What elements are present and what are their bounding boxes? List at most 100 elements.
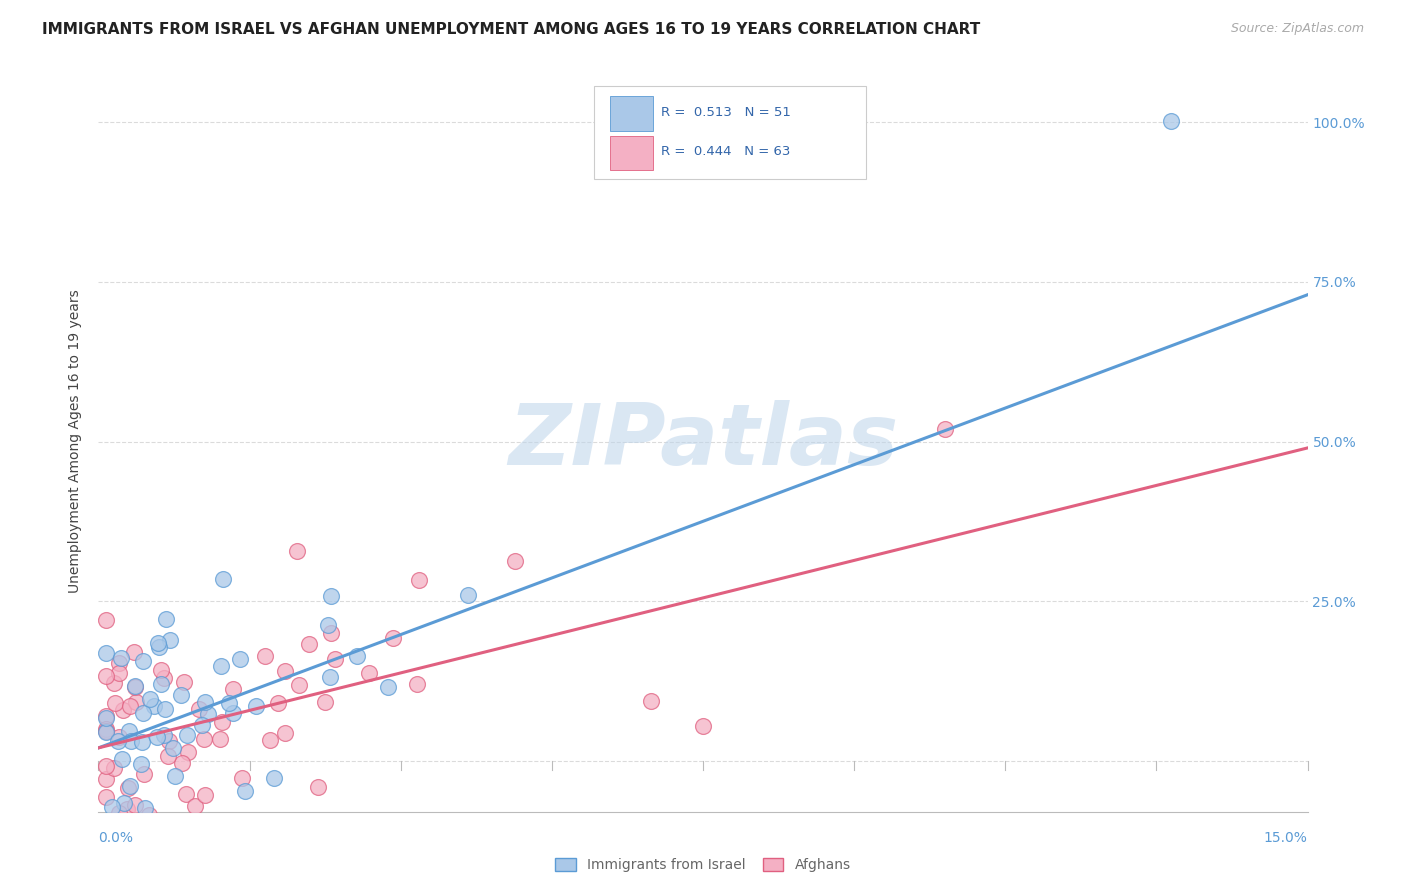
Point <box>323 652 346 666</box>
Point <box>316 618 339 632</box>
Point <box>245 698 267 713</box>
Text: IMMIGRANTS FROM ISRAEL VS AFGHAN UNEMPLOYMENT AMONG AGES 16 TO 19 YEARS CORRELAT: IMMIGRANTS FROM ISRAEL VS AFGHAN UNEMPLO… <box>42 22 980 37</box>
Point <box>288 678 311 692</box>
Point <box>96 790 118 805</box>
Point <box>96 709 118 723</box>
Point <box>287 544 309 558</box>
Point <box>692 718 714 732</box>
Point <box>155 612 177 626</box>
Point <box>138 807 160 822</box>
Point <box>96 614 118 628</box>
Point <box>218 696 240 710</box>
Point <box>165 769 187 783</box>
Point <box>107 731 129 745</box>
Point <box>156 749 179 764</box>
Point <box>169 688 191 702</box>
Point <box>176 787 198 801</box>
Point <box>111 752 134 766</box>
Point <box>132 654 155 668</box>
Point <box>314 695 336 709</box>
Text: ZIPatlas: ZIPatlas <box>508 400 898 483</box>
Point <box>162 741 184 756</box>
Point <box>222 682 245 697</box>
Point <box>153 672 176 686</box>
Text: R =  0.513   N = 51: R = 0.513 N = 51 <box>661 106 790 120</box>
Point <box>359 666 381 681</box>
Point <box>505 553 527 567</box>
Point <box>208 732 231 747</box>
Point <box>107 734 129 748</box>
FancyBboxPatch shape <box>595 87 866 178</box>
Point <box>139 691 162 706</box>
Point <box>159 632 181 647</box>
Point <box>382 632 405 646</box>
Point <box>132 767 155 781</box>
Point <box>122 645 145 659</box>
Point <box>346 649 368 664</box>
Point <box>640 694 662 708</box>
Point <box>145 822 167 837</box>
Point <box>96 646 118 660</box>
Point <box>184 798 207 813</box>
Point <box>105 823 128 838</box>
Point <box>101 799 124 814</box>
Point <box>143 699 166 714</box>
Text: 15.0%: 15.0% <box>1264 830 1308 845</box>
Point <box>110 651 132 665</box>
Point <box>96 711 118 725</box>
Point <box>112 796 135 810</box>
Point <box>194 695 217 709</box>
Point <box>115 802 138 816</box>
Point <box>145 730 167 744</box>
Point <box>319 670 342 684</box>
Point <box>267 696 290 710</box>
Point <box>406 677 429 691</box>
Point <box>194 789 217 803</box>
Text: 0.0%: 0.0% <box>98 830 134 845</box>
Point <box>229 652 252 666</box>
Point <box>112 704 135 718</box>
Point <box>131 735 153 749</box>
Point <box>103 675 125 690</box>
Point <box>233 784 256 798</box>
Point <box>188 702 211 716</box>
Point <box>150 677 173 691</box>
Point <box>155 702 177 716</box>
Point <box>108 656 131 670</box>
Point <box>118 724 141 739</box>
Point <box>259 732 281 747</box>
Point <box>157 734 180 748</box>
Point <box>211 573 233 587</box>
Point <box>118 698 141 713</box>
Point <box>125 695 148 709</box>
Point <box>319 626 342 640</box>
Point <box>117 780 139 795</box>
Point <box>173 675 195 690</box>
Point <box>193 732 215 747</box>
Point <box>148 640 170 654</box>
Point <box>231 771 253 785</box>
Point <box>150 664 173 678</box>
Point <box>221 706 243 720</box>
Point <box>129 757 152 772</box>
Point <box>108 665 131 680</box>
Point <box>124 679 146 693</box>
Point <box>103 761 125 775</box>
Point <box>263 772 285 786</box>
FancyBboxPatch shape <box>610 96 654 130</box>
Point <box>96 669 118 683</box>
Point <box>96 759 118 773</box>
Point <box>319 589 342 603</box>
Point <box>124 680 146 694</box>
Point <box>298 637 321 651</box>
Point <box>177 745 200 759</box>
Point <box>124 797 146 812</box>
Point <box>104 696 127 710</box>
Point <box>96 866 118 880</box>
Point <box>457 588 479 602</box>
Point <box>211 715 233 730</box>
Point <box>934 422 956 436</box>
Point <box>120 733 142 747</box>
Point <box>273 726 295 740</box>
Point <box>146 635 169 649</box>
